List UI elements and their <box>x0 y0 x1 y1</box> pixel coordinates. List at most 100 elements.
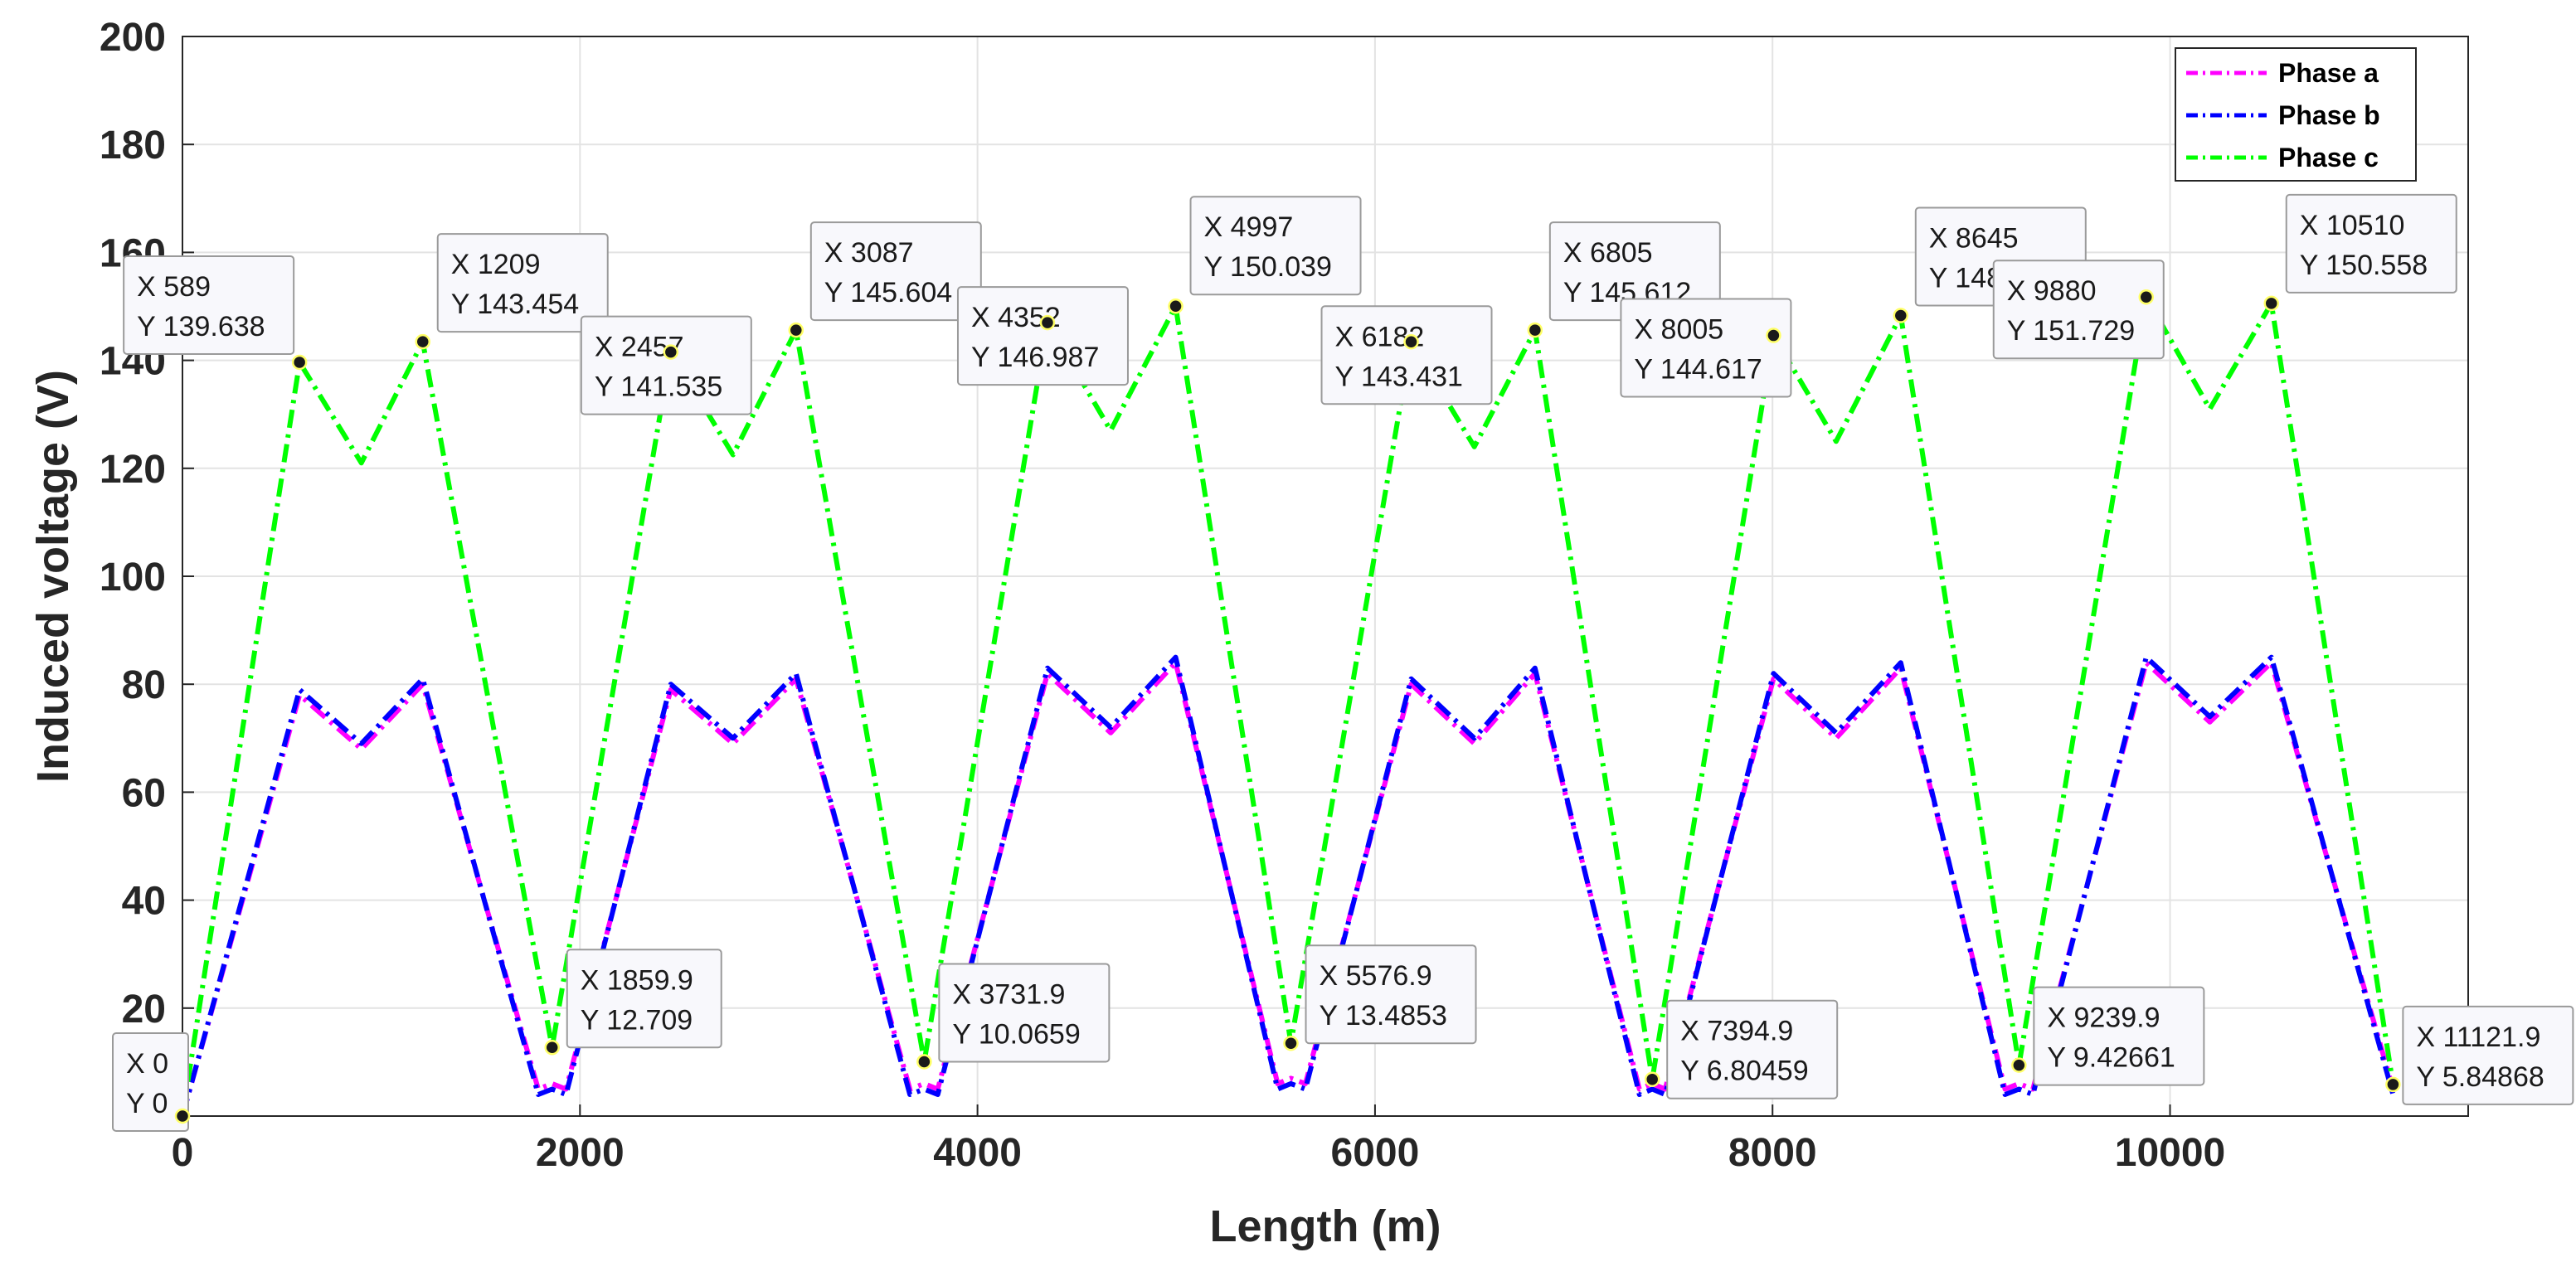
y-tick-label: 80 <box>122 663 166 707</box>
y-tick-label: 60 <box>122 771 166 815</box>
datatip-marker[interactable] <box>916 1054 932 1070</box>
datatip-x: X 6805 <box>1563 237 1653 269</box>
legend: Phase a Phase b Phase c <box>2175 47 2417 182</box>
datatip[interactable]: X 7394.9 Y 6.80459 <box>1644 999 1839 1099</box>
datatip-marker[interactable] <box>291 354 308 371</box>
y-tick-label: 20 <box>122 988 166 1031</box>
datatip-y: Y 139.638 <box>137 311 265 342</box>
datatip-x: X 3731.9 <box>952 978 1065 1010</box>
datatip-box <box>2033 986 2205 1086</box>
datatip[interactable]: X 10510 Y 150.558 <box>2263 193 2457 312</box>
datatip-box <box>938 963 1111 1063</box>
datatip[interactable]: X 8005 Y 144.617 <box>1620 298 1792 398</box>
datatip-marker[interactable] <box>415 333 430 350</box>
datatip-marker[interactable] <box>174 1108 191 1124</box>
datatip[interactable]: X 9239.9 Y 9.42661 <box>2011 986 2205 1086</box>
datatip-marker[interactable] <box>2011 1057 2027 1073</box>
datatip-x: X 8005 <box>1634 314 1723 346</box>
datatip-y: Y 6.80459 <box>1680 1056 1808 1087</box>
datatip-marker[interactable] <box>788 322 804 338</box>
datatip-marker[interactable] <box>1644 1071 1660 1087</box>
datatip-y: Y 12.709 <box>581 1004 693 1036</box>
datatip-y: Y 143.431 <box>1335 361 1463 392</box>
datatip-box <box>1666 999 1839 1099</box>
datatip-box <box>436 233 609 333</box>
legend-label-phase-c: Phase c <box>2278 143 2379 172</box>
datatip-y: Y 150.039 <box>1204 251 1332 283</box>
datatip-box <box>1320 305 1493 405</box>
x-axis-label: Length (m) <box>1210 1201 1441 1251</box>
datatip-marker[interactable] <box>663 344 679 360</box>
datatip[interactable]: X 4997 Y 150.039 <box>1168 196 1362 314</box>
datatip-box <box>809 221 982 322</box>
datatip-box <box>566 949 722 1049</box>
datatip-box <box>1620 298 1792 398</box>
datatip-y: Y 9.42661 <box>2047 1042 2175 1074</box>
datatip[interactable]: X 0Y 0 <box>112 1032 191 1132</box>
y-tick-label: 120 <box>100 448 166 492</box>
datatip[interactable]: X 1209 Y 143.454 <box>415 233 609 350</box>
datatip-marker[interactable] <box>1039 314 1056 331</box>
datatip-x: X 10510 <box>2300 210 2405 241</box>
datatip-x: X 1209 <box>451 249 541 280</box>
datatip-marker[interactable] <box>1168 298 1184 314</box>
datatip-marker[interactable] <box>2138 289 2155 305</box>
datatip-x: X 9239.9 <box>2047 1002 2160 1034</box>
datatip[interactable]: X 9880 Y 151.729 <box>1992 260 2165 360</box>
datatip-x: X 11121.9 <box>2416 1022 2540 1053</box>
y-axis-label: Induced voltage (V) <box>28 370 78 783</box>
datatip[interactable]: X 1859.9 Y 12.709 <box>544 949 722 1056</box>
datatip-y: Y 10.0659 <box>952 1018 1080 1050</box>
legend-label-phase-b: Phase b <box>2278 100 2380 130</box>
datatip-y: Y 151.729 <box>2007 315 2135 347</box>
ticks: 0200040006000800010000020406080100120140… <box>100 16 2225 1175</box>
datatip-box <box>2402 1005 2574 1105</box>
datatip-x: X 9880 <box>2007 275 2097 307</box>
datatip[interactable]: X 3731.9 Y 10.0659 <box>916 963 1111 1070</box>
datatip[interactable]: X 589 Y 139.638 <box>123 255 308 371</box>
y-tick-label: 180 <box>100 124 166 167</box>
datatip-x: X 4997 <box>1204 211 1294 243</box>
datatip-y: Y 144.617 <box>1634 354 1762 386</box>
datatip-box <box>1992 260 2165 360</box>
datatip[interactable]: X 3087 Y 145.604 <box>788 221 982 338</box>
y-tick-label: 40 <box>122 880 166 924</box>
datatip[interactable]: X 5576.9 Y 13.4853 <box>1283 944 1477 1051</box>
x-tick-label: 2000 <box>536 1131 625 1175</box>
y-tick-label: 200 <box>100 16 166 60</box>
datatip-marker[interactable] <box>2263 295 2279 312</box>
datatip[interactable]: X 11121.9 Y 5.84868 <box>2385 1005 2574 1105</box>
datatip-x: X 7394.9 <box>1680 1016 1793 1047</box>
x-tick-label: 6000 <box>1331 1131 1420 1175</box>
datatip-marker[interactable] <box>2385 1076 2401 1093</box>
legend-label-phase-a: Phase a <box>2278 58 2379 88</box>
x-tick-label: 4000 <box>933 1131 1022 1175</box>
datatip-y: Y 141.535 <box>595 371 722 403</box>
datatip-marker[interactable] <box>1527 322 1543 338</box>
datatip-marker[interactable] <box>1766 328 1781 343</box>
datatip-x: X 589 <box>137 271 211 303</box>
datatip-box <box>956 286 1129 386</box>
y-tick-label: 100 <box>100 556 166 599</box>
datatip-marker[interactable] <box>1403 334 1419 350</box>
datatip-marker[interactable] <box>1893 308 1909 323</box>
datatip-y: Y 146.987 <box>971 342 1099 373</box>
datatip-x: X 8645 <box>1929 223 2019 255</box>
datatip-box <box>112 1032 189 1132</box>
datatip-x: X 0 <box>126 1048 168 1080</box>
datatip-y: Y 150.558 <box>2300 250 2428 281</box>
datatip-marker[interactable] <box>544 1040 560 1056</box>
datatip-marker[interactable] <box>1283 1035 1299 1051</box>
datatip-box <box>2285 193 2457 294</box>
datatip-y: Y 13.4853 <box>1320 1000 1447 1031</box>
series-line-phase-a <box>180 660 2396 1117</box>
x-tick-label: 0 <box>172 1131 194 1175</box>
datatip-x: X 3087 <box>824 237 914 269</box>
datatip-box <box>1305 944 1477 1045</box>
datatip-y: Y 5.84868 <box>2416 1061 2544 1093</box>
